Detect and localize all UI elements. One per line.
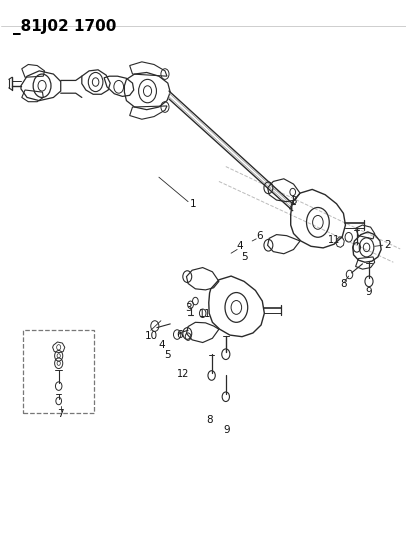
Text: 10: 10 — [145, 330, 158, 341]
Text: 5: 5 — [164, 350, 171, 360]
Text: _81J02 1700: _81J02 1700 — [13, 19, 116, 35]
Text: 9: 9 — [224, 425, 230, 435]
Text: 4: 4 — [237, 241, 243, 251]
Text: 11: 11 — [328, 235, 340, 245]
Text: 1: 1 — [190, 199, 197, 209]
Text: 3: 3 — [185, 303, 191, 313]
Text: 12: 12 — [177, 369, 189, 379]
Text: 6: 6 — [256, 231, 263, 241]
Text: 9: 9 — [365, 287, 372, 297]
Text: 2: 2 — [385, 240, 392, 250]
Text: 8: 8 — [206, 415, 213, 425]
Text: 4: 4 — [159, 340, 165, 350]
Text: 5: 5 — [242, 252, 248, 262]
Text: 11: 11 — [199, 309, 212, 319]
Text: 8: 8 — [340, 279, 347, 288]
Text: 3: 3 — [290, 196, 297, 206]
Text: 7: 7 — [57, 409, 64, 419]
Text: 6: 6 — [177, 329, 183, 340]
